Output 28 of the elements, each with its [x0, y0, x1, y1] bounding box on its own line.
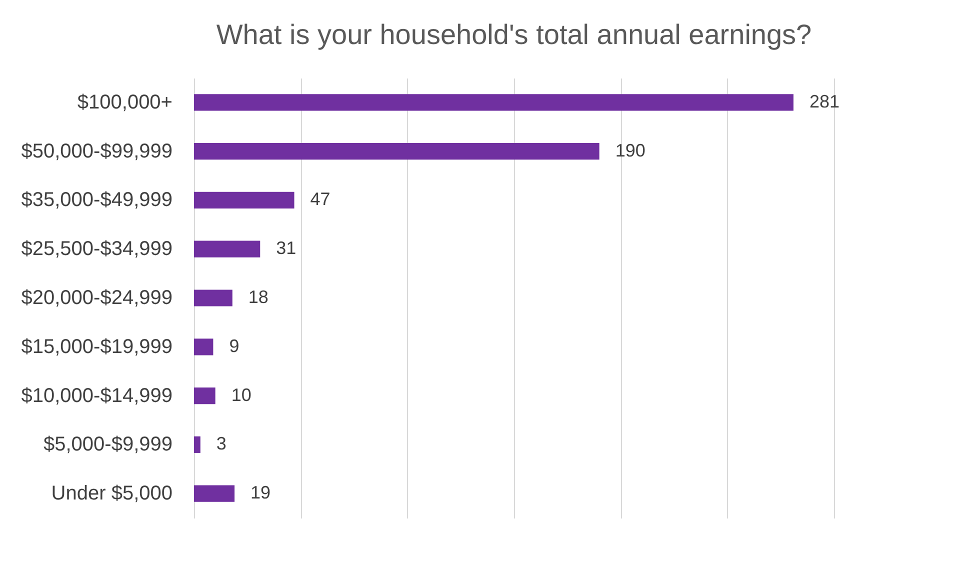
y-tick-label: $15,000-$19,999 — [21, 336, 172, 358]
y-tick-label: $35,000-$49,999 — [21, 189, 172, 212]
y-tick-label: $5,000-$9,999 — [43, 434, 172, 456]
y-tick-label: $25,500-$34,999 — [21, 238, 172, 260]
bar — [194, 240, 260, 258]
bar — [194, 387, 216, 404]
data-label: 18 — [248, 287, 268, 307]
bar — [194, 143, 600, 160]
bar — [194, 290, 232, 306]
y-tick-label: $10,000-$14,999 — [21, 384, 172, 407]
bar — [194, 338, 214, 356]
data-label: 10 — [231, 384, 252, 405]
data-label: 190 — [615, 140, 646, 160]
data-label: 9 — [229, 336, 240, 356]
chart-title: What is your household's total annual earnings? — [216, 19, 812, 50]
data-label: 3 — [216, 434, 226, 454]
bar — [194, 485, 235, 502]
y-tick-label: Under $5,000 — [51, 482, 172, 505]
data-label: 19 — [250, 482, 271, 503]
y-tick-label: $100,000+ — [77, 91, 172, 114]
data-label: 47 — [310, 189, 330, 210]
y-tick-label: $20,000-$24,999 — [21, 287, 172, 309]
data-label: 281 — [809, 91, 840, 112]
y-tick-label: $50,000-$99,999 — [21, 140, 172, 162]
bar — [194, 192, 294, 209]
bar — [194, 94, 794, 111]
data-label: 31 — [276, 238, 296, 258]
bar — [194, 436, 200, 453]
